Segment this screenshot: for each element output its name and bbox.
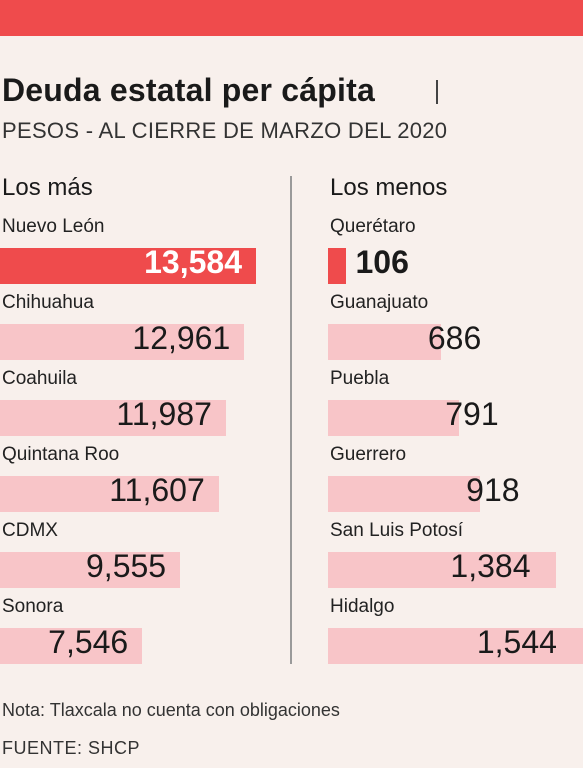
bar-chihuahua (0, 324, 245, 360)
bar-coahuila (0, 400, 226, 436)
bar-row-guanajuato: Guanajuato 686 (328, 292, 583, 368)
source-line: FUENTE: SHCP (2, 738, 141, 758)
bar-label-san-luis-potosi: San Luis Potosí (330, 520, 464, 541)
bar-guerrero (328, 476, 480, 512)
bar-guanajuato (328, 324, 442, 360)
bar-label-puebla: Puebla (330, 368, 390, 389)
bar-label-sonora: Sonora (2, 596, 64, 617)
bar-label-chihuahua: Chihuahua (2, 292, 94, 313)
bar-value-guanajuato: 686 (427, 320, 482, 356)
col-heading-los-menos: Los menos (330, 174, 448, 201)
bar-value-sonora: 7,546 (48, 624, 129, 660)
title-cursor-mark (436, 80, 438, 104)
bar-row-hidalgo: Hidalgo 1,544 (328, 596, 583, 672)
bar-label-nuevo-leon: Nuevo León (2, 216, 105, 237)
bar-value-guerrero: 918 (466, 472, 520, 508)
bar-cdmx (0, 552, 181, 588)
bar-value-coahuila: 11,987 (116, 396, 212, 432)
bar-quintana-roo (0, 476, 219, 512)
chart-least-indebted: Los menos Querétaro 106 Guanajuato 686 Puebl… (328, 0, 583, 768)
bar-value-hidalgo: 1,544 (476, 624, 557, 660)
col-heading-los-mas: Los más (2, 174, 93, 201)
chart-most-indebted: Los más Nuevo León 13,584 Chihuahua 12,961 C… (0, 174, 292, 672)
bar-label-guanajuato: Guanajuato (330, 292, 429, 313)
top-accent-bar (0, 0, 583, 36)
bar-value-quintana-roo: 11,607 (109, 472, 205, 508)
bar-row-queretaro: Querétaro 106 (328, 216, 583, 292)
bar-row-chihuahua: Chihuahua 12,961 (0, 292, 292, 368)
bar-row-nuevo-leon: Nuevo León 13,584 (0, 216, 292, 292)
bar-queretaro (328, 248, 346, 284)
bar-label-quintana-roo: Quintana Roo (2, 444, 120, 465)
bar-hidalgo (328, 628, 583, 664)
bar-row-san-luis-potosi: San Luis Potosí 1,384 (328, 520, 583, 596)
bar-row-guerrero: Guerrero 918 (328, 444, 583, 520)
bar-row-sonora: Sonora 7,546 (0, 596, 292, 672)
bar-label-coahuila: Coahuila (2, 368, 77, 389)
bar-row-coahuila: Coahuila 11,987 (0, 368, 292, 444)
bar-value-puebla: 791 (445, 396, 499, 432)
bar-label-hidalgo: Hidalgo (330, 596, 395, 617)
chart-title: Deuda estatal per cápita (2, 72, 375, 108)
column-divider (290, 176, 292, 664)
bar-label-cdmx: CDMX (2, 520, 58, 541)
bar-value-queretaro: 106 (355, 244, 409, 280)
chart-subtitle: PESOS - AL CIERRE DE MARZO DEL 2020 (2, 118, 448, 143)
bar-label-guerrero: Guerrero (330, 444, 407, 465)
bar-sonora (0, 628, 143, 664)
bar-value-chihuahua: 12,961 (132, 320, 231, 356)
bar-puebla (328, 400, 459, 436)
bar-row-cdmx: CDMX 9,555 (0, 520, 292, 596)
bar-value-cdmx: 9,555 (86, 548, 167, 584)
bar-value-san-luis-potosi: 1,384 (450, 548, 531, 584)
bar-row-quintana-roo: Quintana Roo 11,607 (0, 444, 292, 520)
bar-row-puebla: Puebla 791 (328, 368, 583, 444)
bar-nuevo-leon (0, 248, 256, 284)
bar-san-luis-potosi (328, 552, 557, 588)
bar-value-nuevo-leon: 13,584 (144, 244, 242, 280)
bar-label-queretaro: Querétaro (330, 216, 416, 237)
footnote: Nota: Tlaxcala no cuenta con obligacione… (2, 700, 340, 720)
